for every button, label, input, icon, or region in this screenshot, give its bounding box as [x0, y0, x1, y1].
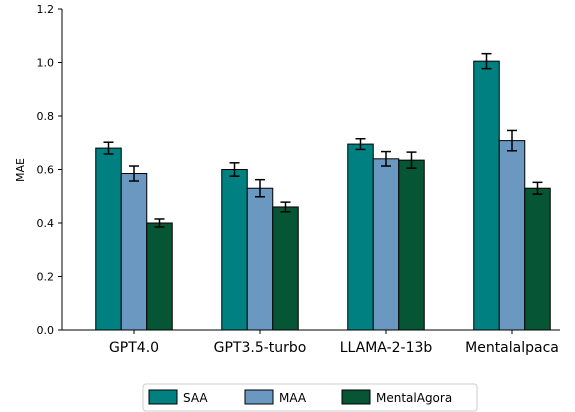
bar-maa-0: [120, 173, 148, 331]
error-bars: [103, 52, 543, 228]
x-tick-label: Mentalalpaca: [465, 340, 559, 356]
bar-maa-3: [498, 140, 526, 331]
x-tick-label: GPT4.0: [109, 340, 159, 356]
legend-label-saa: SAA: [183, 391, 208, 405]
bar-maa-2: [372, 158, 400, 331]
legend-swatch-saa: [148, 389, 178, 405]
y-axis-label: MAE: [14, 158, 27, 182]
y-tick-label: 0.0: [37, 324, 55, 337]
bar-mentalagora-0: [146, 222, 173, 331]
x-axis-labels: GPT4.0 GPT3.5-turbo LLAMA-2-13b Mentalalpac…: [109, 330, 559, 356]
x-tick-label: LLAMA-2-13b: [340, 340, 433, 356]
bar-mentalagora-3: [524, 187, 551, 331]
x-tick-label: GPT3.5-turbo: [214, 340, 307, 356]
legend-swatch-mentalagora: [341, 389, 371, 405]
bar-saa-2: [347, 143, 374, 331]
bar-maa-1: [246, 187, 274, 331]
bar-saa-1: [221, 169, 248, 331]
legend-box: [142, 383, 478, 412]
y-tick-label: 1.0: [37, 57, 55, 70]
bar-mentalagora-2: [398, 159, 425, 331]
y-axis-ticks: 0.0 0.2 0.4 0.6 0.8 1.0 1.2: [37, 3, 62, 337]
bar-mentalagora-1: [272, 206, 299, 331]
bar-saa-3: [473, 60, 500, 331]
y-tick-label: 0.8: [37, 110, 55, 123]
y-tick-label: 0.4: [37, 217, 55, 230]
legend: SAA MAA MentalAgora: [142, 383, 478, 412]
legend-label-mentalagora: MentalAgora: [376, 391, 452, 405]
bars: [95, 60, 551, 331]
y-tick-label: 0.2: [37, 271, 55, 284]
y-tick-label: 1.2: [37, 3, 55, 16]
bar-saa-0: [95, 147, 122, 331]
y-tick-label: 0.6: [37, 164, 55, 177]
legend-swatch-maa: [244, 389, 274, 405]
legend-label-maa: MAA: [279, 391, 307, 405]
